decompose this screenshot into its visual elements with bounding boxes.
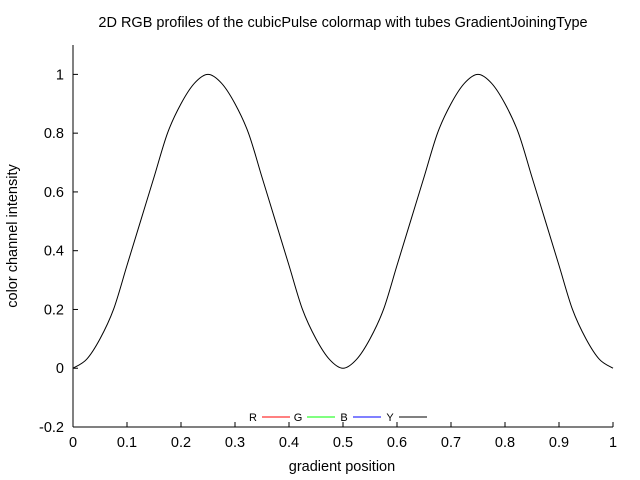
- x-tick-label: 0: [69, 435, 77, 451]
- x-tick-label: 0.3: [225, 435, 245, 451]
- x-tick-label: 0.9: [549, 435, 569, 451]
- plot-area: [72, 45, 613, 428]
- y-tick-label: -0.2: [39, 420, 64, 436]
- x-axis-label: gradient position: [289, 459, 395, 475]
- chart-title: 2D RGB profiles of the cubicPulse colorm…: [98, 15, 587, 31]
- y-axis-label: color channel intensity: [5, 164, 21, 308]
- x-tick-label: 0.2: [171, 435, 191, 451]
- y-ticks: -0.2 0 0.2 0.4 0.6 0.8 1: [39, 67, 78, 436]
- legend-label-r: R: [249, 412, 257, 424]
- legend-label-y: Y: [386, 412, 394, 424]
- x-tick-label: 0.7: [441, 435, 461, 451]
- y-tick-label: 0: [56, 361, 64, 377]
- series-lines: [72, 73, 614, 369]
- legend-label-g: G: [294, 412, 303, 424]
- x-tick-label: 0.5: [333, 435, 353, 451]
- y-tick-label: 0.4: [44, 244, 64, 260]
- y-tick-label: 0.2: [44, 302, 64, 318]
- y-tick-label: 0.6: [44, 185, 64, 201]
- x-tick-label: 0.1: [117, 435, 137, 451]
- legend-label-b: B: [340, 412, 347, 424]
- x-tick-label: 0.6: [387, 435, 407, 451]
- x-tick-label: 1: [609, 435, 617, 451]
- y-tick-label: 0.8: [44, 126, 64, 142]
- x-tick-label: 0.8: [495, 435, 515, 451]
- series-line-y: [72, 73, 614, 369]
- x-tick-label: 0.4: [279, 435, 299, 451]
- x-ticks: 0 0.1 0.2 0.3 0.4 0.5 0.6 0.7 0.8 0.9 1: [69, 422, 617, 451]
- y-tick-label: 1: [56, 67, 64, 83]
